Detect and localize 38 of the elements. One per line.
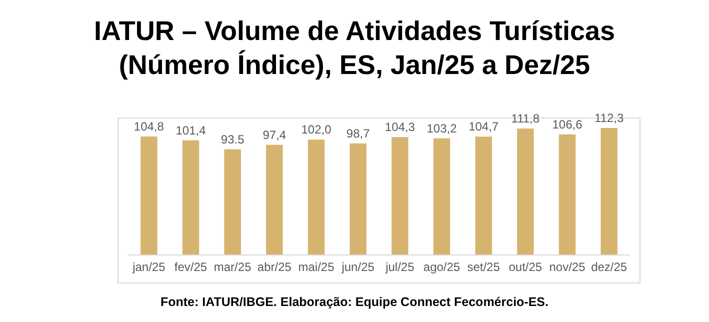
bar <box>558 134 576 255</box>
data-label: 111,8 <box>511 112 540 126</box>
data-label: 106,6 <box>552 117 583 132</box>
data-label: 102,0 <box>301 122 332 137</box>
data-label: 104,3 <box>384 120 416 134</box>
data-label: 112,3 <box>594 111 624 125</box>
x-tick-label: mai/25 <box>298 260 335 274</box>
bar <box>392 137 408 255</box>
x-tick-label: abr/25 <box>257 260 292 274</box>
bar <box>140 136 158 255</box>
x-tick-label: mar/25 <box>214 260 252 274</box>
data-label: 104,8 <box>134 119 164 134</box>
data-label: 103,2 <box>426 121 458 136</box>
x-tick-label: fev/25 <box>174 260 208 274</box>
bar <box>350 143 366 255</box>
bar <box>433 138 450 255</box>
x-tick-label: ago/25 <box>423 260 460 274</box>
x-tick-label: jan/25 <box>132 260 166 274</box>
x-tick-label: jun/25 <box>340 260 375 274</box>
data-label: 104,7 <box>468 120 499 134</box>
x-tick-label: dez/25 <box>591 260 628 274</box>
x-tick-label: nov/25 <box>549 260 586 274</box>
data-label: 101,4 <box>176 123 206 138</box>
bar <box>182 140 200 255</box>
source-note: Fonte: IATUR/IBGE. Elaboração: Equipe Connect Fecomércio-ES. <box>160 295 549 309</box>
x-tick-label: jul/25 <box>384 260 415 274</box>
bar <box>475 136 492 255</box>
data-label: 93.5 <box>220 132 245 146</box>
data-label: 98,7 <box>346 126 370 140</box>
x-tick-label: out/25 <box>508 260 542 274</box>
x-tick-label: set/25 <box>467 260 500 274</box>
bar <box>266 144 283 255</box>
bar <box>517 128 534 255</box>
bar <box>308 140 325 255</box>
bar <box>224 149 241 255</box>
chart-title: IATUR – Volume de Atividades Turísticas (Número Índice), ES, Jan/25 a Dez/25 <box>94 16 616 80</box>
bar <box>600 128 618 255</box>
data-label: 97,4 <box>262 128 286 142</box>
